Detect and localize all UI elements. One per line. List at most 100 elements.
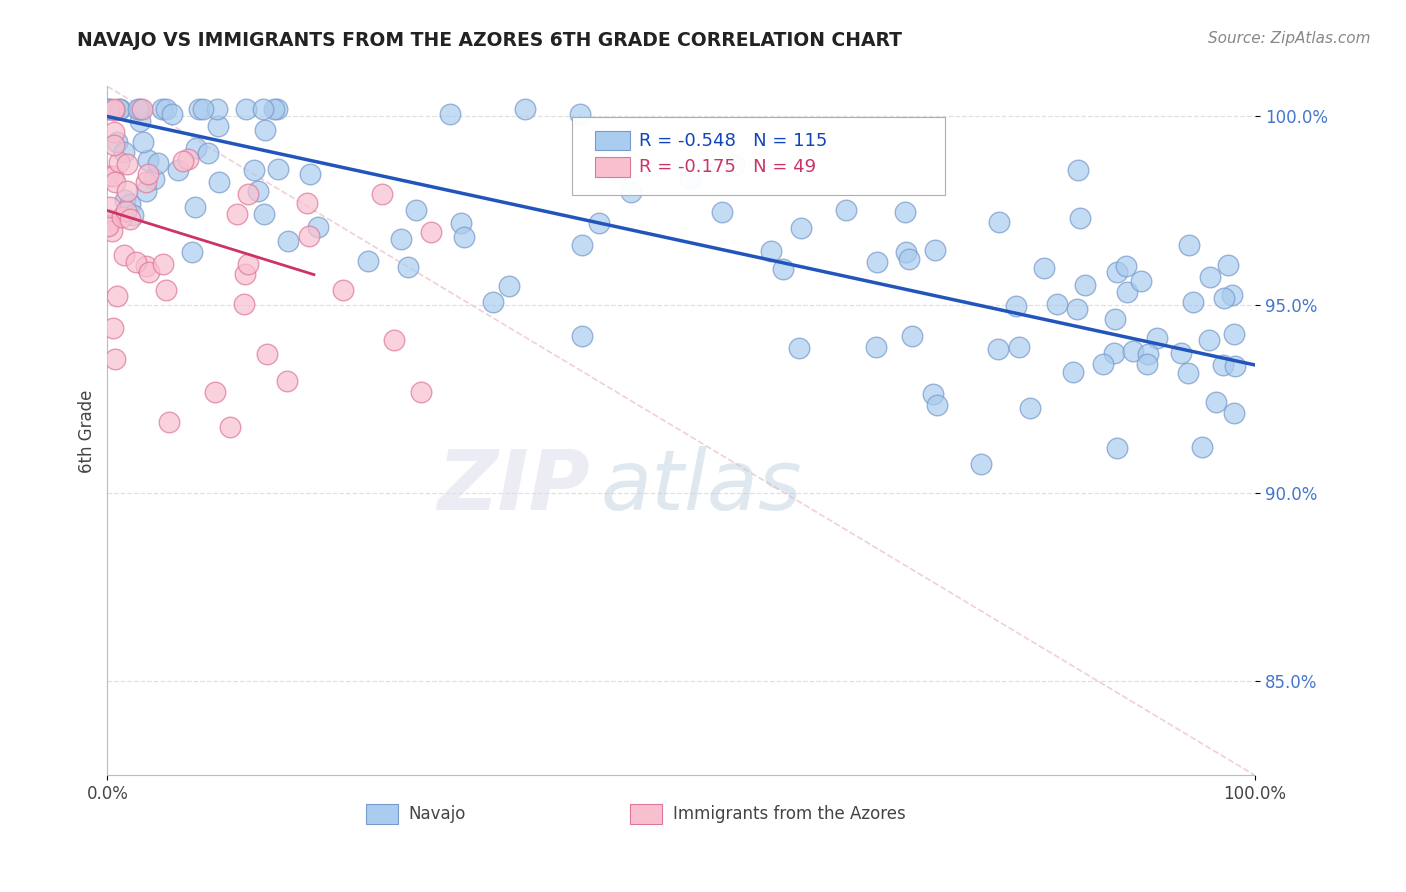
Point [157, 415, 180, 429]
Point [132, 135, 155, 149]
Point [103, 125, 125, 139]
Point [118, 196, 141, 211]
Point [1130, 274, 1153, 288]
Point [98, 102, 121, 116]
Point [247, 184, 270, 198]
Point [188, 102, 211, 116]
Point [439, 107, 461, 121]
Point [176, 153, 198, 167]
Point [129, 102, 152, 116]
Point [263, 102, 285, 116]
Point [761, 244, 783, 259]
Point [104, 352, 127, 367]
Point [1199, 269, 1222, 284]
Point [723, 158, 745, 172]
Point [114, 193, 136, 207]
Point [922, 387, 945, 401]
Point [588, 216, 610, 230]
Point [226, 207, 249, 221]
Point [103, 138, 125, 153]
Point [925, 398, 948, 412]
Point [1091, 357, 1114, 371]
Point [1067, 163, 1090, 178]
Point [866, 255, 889, 269]
Point [898, 252, 921, 266]
Point [482, 295, 505, 310]
Point [1198, 333, 1220, 347]
Point [253, 207, 276, 221]
Point [218, 419, 240, 434]
Point [1019, 401, 1042, 416]
Point [498, 278, 520, 293]
Point [98, 213, 121, 227]
Point [1046, 297, 1069, 311]
Point [1115, 259, 1137, 273]
Point [298, 228, 321, 243]
Point [1191, 440, 1213, 454]
Point [1177, 366, 1199, 380]
Point [772, 262, 794, 277]
Point [135, 175, 157, 189]
Point [453, 229, 475, 244]
Point [1066, 301, 1088, 316]
Point [186, 141, 208, 155]
Point [420, 225, 443, 239]
Point [162, 107, 184, 121]
Point [299, 167, 322, 181]
Point [146, 156, 169, 170]
Point [233, 268, 256, 282]
FancyBboxPatch shape [630, 805, 662, 823]
Point [332, 283, 354, 297]
Point [389, 232, 412, 246]
Point [97, 169, 120, 184]
Point [370, 187, 392, 202]
Point [607, 164, 630, 178]
FancyBboxPatch shape [572, 118, 945, 194]
Point [152, 257, 174, 271]
Point [108, 102, 131, 116]
Point [131, 102, 153, 116]
Point [125, 254, 148, 268]
Point [104, 175, 127, 189]
Point [1212, 358, 1234, 372]
Point [896, 244, 918, 259]
Point [894, 205, 917, 219]
Point [103, 102, 125, 116]
Text: Immigrants from the Azores: Immigrants from the Azores [673, 805, 905, 823]
Point [1223, 406, 1246, 420]
FancyBboxPatch shape [366, 805, 398, 823]
Point [1182, 294, 1205, 309]
Point [266, 102, 288, 116]
Point [127, 102, 149, 116]
Point [205, 102, 228, 116]
Point [100, 200, 122, 214]
Point [108, 155, 131, 169]
Point [191, 102, 214, 116]
Point [98, 102, 121, 116]
Point [112, 248, 135, 262]
Point [253, 123, 276, 137]
Text: ZIP: ZIP [437, 445, 589, 526]
Point [405, 203, 427, 218]
Point [710, 204, 733, 219]
Point [450, 216, 472, 230]
Point [1116, 285, 1139, 299]
Point [1107, 265, 1129, 279]
Point [1137, 347, 1160, 361]
Point [1216, 258, 1239, 272]
Point [1062, 365, 1084, 379]
Point [987, 342, 1010, 356]
Point [112, 145, 135, 159]
Point [834, 202, 856, 217]
Point [197, 145, 219, 160]
Point [97, 218, 120, 232]
Point [1105, 441, 1128, 455]
Point [252, 102, 274, 116]
Point [1104, 311, 1126, 326]
Point [1146, 331, 1168, 345]
Point [155, 283, 177, 297]
Point [235, 102, 257, 116]
Text: atlas: atlas [600, 445, 803, 526]
Point [236, 186, 259, 201]
Point [513, 102, 536, 116]
